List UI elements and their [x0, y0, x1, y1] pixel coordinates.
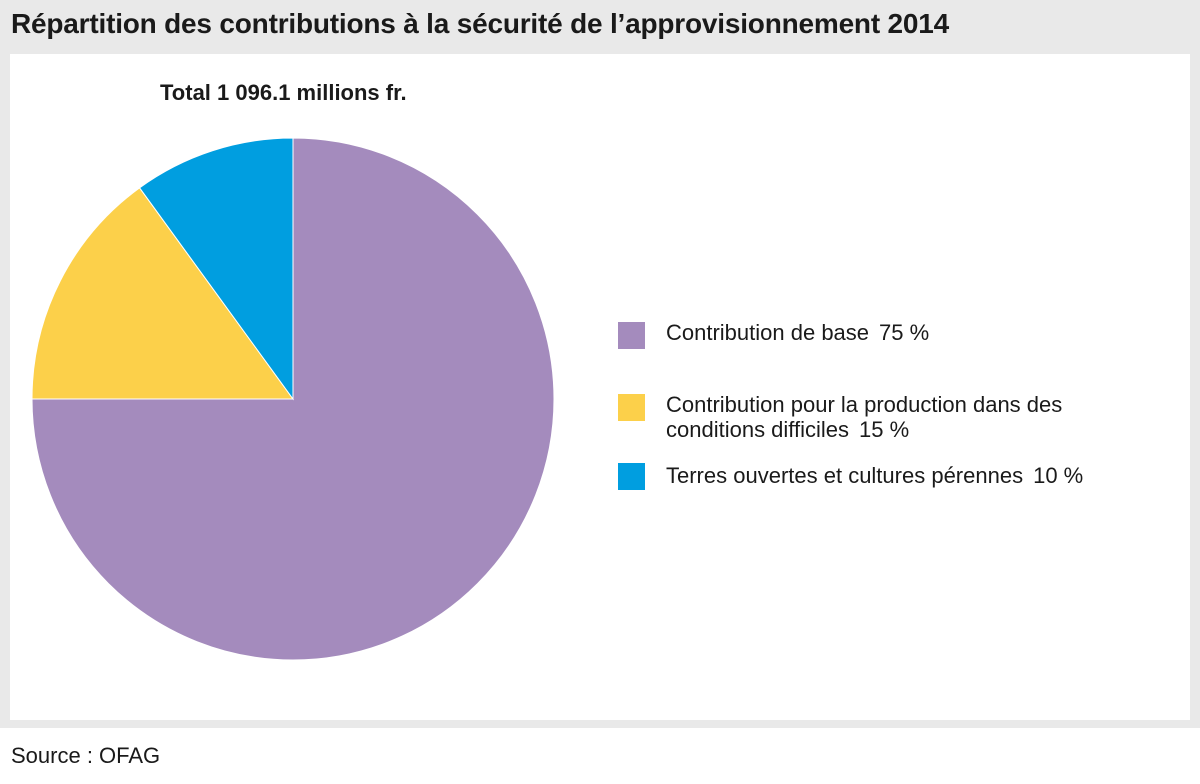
legend-swatch-open-land [618, 463, 645, 490]
chart-total-label: Total 1 096.1 millions fr. [160, 80, 407, 105]
legend-text-open-land: Terres ouvertes et cultures pérennes 10 % [666, 463, 1126, 488]
legend-label-difficult-conditions: Contribution pour la production dans des… [666, 392, 1063, 442]
source-note: Source : OFAG [11, 743, 161, 768]
legend-swatch-difficult-conditions [618, 394, 645, 421]
legend-swatch-base [618, 322, 645, 349]
legend-label-base: Contribution de base [666, 320, 870, 345]
legend-label-open-land: Terres ouvertes et cultures pérennes [666, 463, 1024, 488]
page-title: Répartition des contributions à la sécur… [11, 8, 950, 39]
pie-slice-difficult-conditions [31, 187, 294, 400]
header-bar: Répartition des contributions à la sécur… [0, 0, 1200, 50]
pie-slice-base [31, 137, 555, 661]
legend-text-difficult-conditions: Contribution pour la production dans des… [666, 392, 1116, 442]
legend-value-base: 75 % [879, 320, 930, 345]
legend-value-difficult-conditions: 15 % [859, 417, 910, 442]
pie-slice-open-land [138, 137, 294, 401]
legend-value-open-land: 10 % [1033, 463, 1084, 488]
legend-text-base: Contribution de base 75 % [666, 320, 1126, 345]
